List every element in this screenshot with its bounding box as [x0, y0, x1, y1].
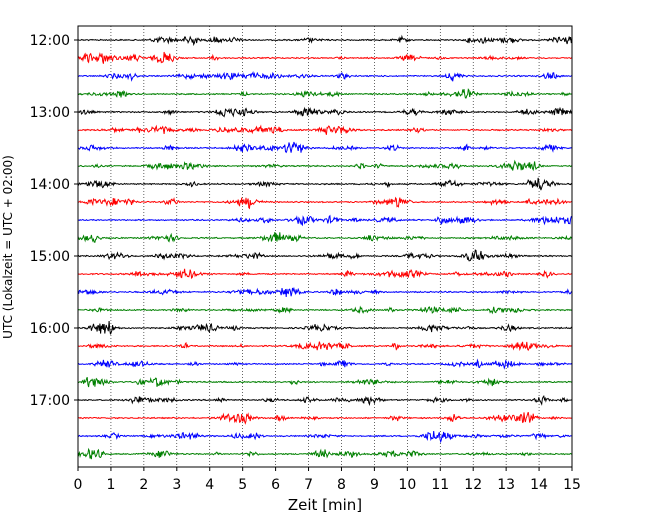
- x-tick-label: 5: [238, 477, 247, 493]
- x-tick-label: 11: [431, 477, 449, 493]
- x-tick-label: 8: [337, 477, 346, 493]
- trace-line: [77, 447, 573, 460]
- trace-line: [77, 106, 573, 118]
- y-tick-label: 13:00: [30, 105, 70, 121]
- trace-line: [77, 177, 573, 191]
- y-tick-label: 14:00: [30, 177, 70, 193]
- trace-line: [78, 214, 573, 227]
- x-tick-label: 10: [398, 477, 416, 493]
- x-tick-label: 15: [563, 477, 581, 493]
- x-tick-label: 4: [205, 477, 214, 493]
- trace-line: [77, 286, 573, 298]
- x-tick-label: 9: [370, 477, 379, 493]
- y-tick-label: 17:00: [30, 393, 70, 409]
- trace-line: [77, 431, 573, 444]
- x-tick-label: 14: [530, 477, 548, 493]
- plot-frame: [77, 25, 573, 468]
- trace-line: [77, 358, 573, 370]
- y-tick-label: 12:00: [30, 33, 70, 49]
- x-tick-label: 13: [497, 477, 515, 493]
- x-tick-label: 7: [304, 477, 313, 493]
- trace-line: [77, 305, 573, 315]
- x-tick-label: 1: [106, 477, 115, 493]
- trace-line: [77, 159, 573, 172]
- x-tick-label: 12: [464, 477, 482, 493]
- trace-line: [78, 141, 573, 154]
- trace-line: [78, 411, 572, 425]
- trace-line: [77, 320, 573, 335]
- x-axis-label: Zeit [min]: [288, 496, 362, 514]
- trace-line: [78, 51, 573, 64]
- y-tick-label: 16:00: [30, 321, 70, 337]
- y-axis: 12:00 13:00 14:00 15:00 16:00 17:00: [30, 33, 78, 409]
- y-axis-label: UTC (Lokalzeit = UTC + 02:00): [1, 155, 15, 339]
- x-tick-label: 0: [74, 477, 83, 493]
- x-tick-label: 3: [172, 477, 181, 493]
- trace-line: [77, 395, 573, 406]
- y-tick-label: 15:00: [30, 249, 70, 265]
- trace-line: [77, 196, 573, 210]
- trace-line: [77, 377, 573, 388]
- trace-line: [77, 124, 573, 135]
- trace-line: [77, 88, 573, 99]
- traces-group: [77, 34, 573, 460]
- trace-line: [78, 341, 573, 352]
- x-axis: 0 1 2 3 4 5 6 7 8 9 10 11 12 13 14 15: [74, 467, 581, 493]
- x-tick-label: 6: [271, 477, 280, 493]
- trace-line: [77, 232, 573, 243]
- trace-line: [77, 34, 573, 47]
- trace-line: [77, 71, 573, 82]
- trace-line: [77, 268, 573, 280]
- trace-line: [77, 249, 573, 262]
- x-tick-label: 2: [139, 477, 148, 493]
